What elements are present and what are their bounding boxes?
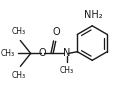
Text: CH₃: CH₃	[12, 71, 26, 80]
Text: CH₃: CH₃	[0, 49, 14, 58]
Text: NH₂: NH₂	[84, 10, 102, 20]
Text: O: O	[53, 27, 60, 37]
Text: N: N	[63, 48, 71, 58]
Text: CH₃: CH₃	[12, 27, 26, 36]
Text: O: O	[39, 48, 47, 58]
Text: CH₃: CH₃	[60, 66, 74, 74]
